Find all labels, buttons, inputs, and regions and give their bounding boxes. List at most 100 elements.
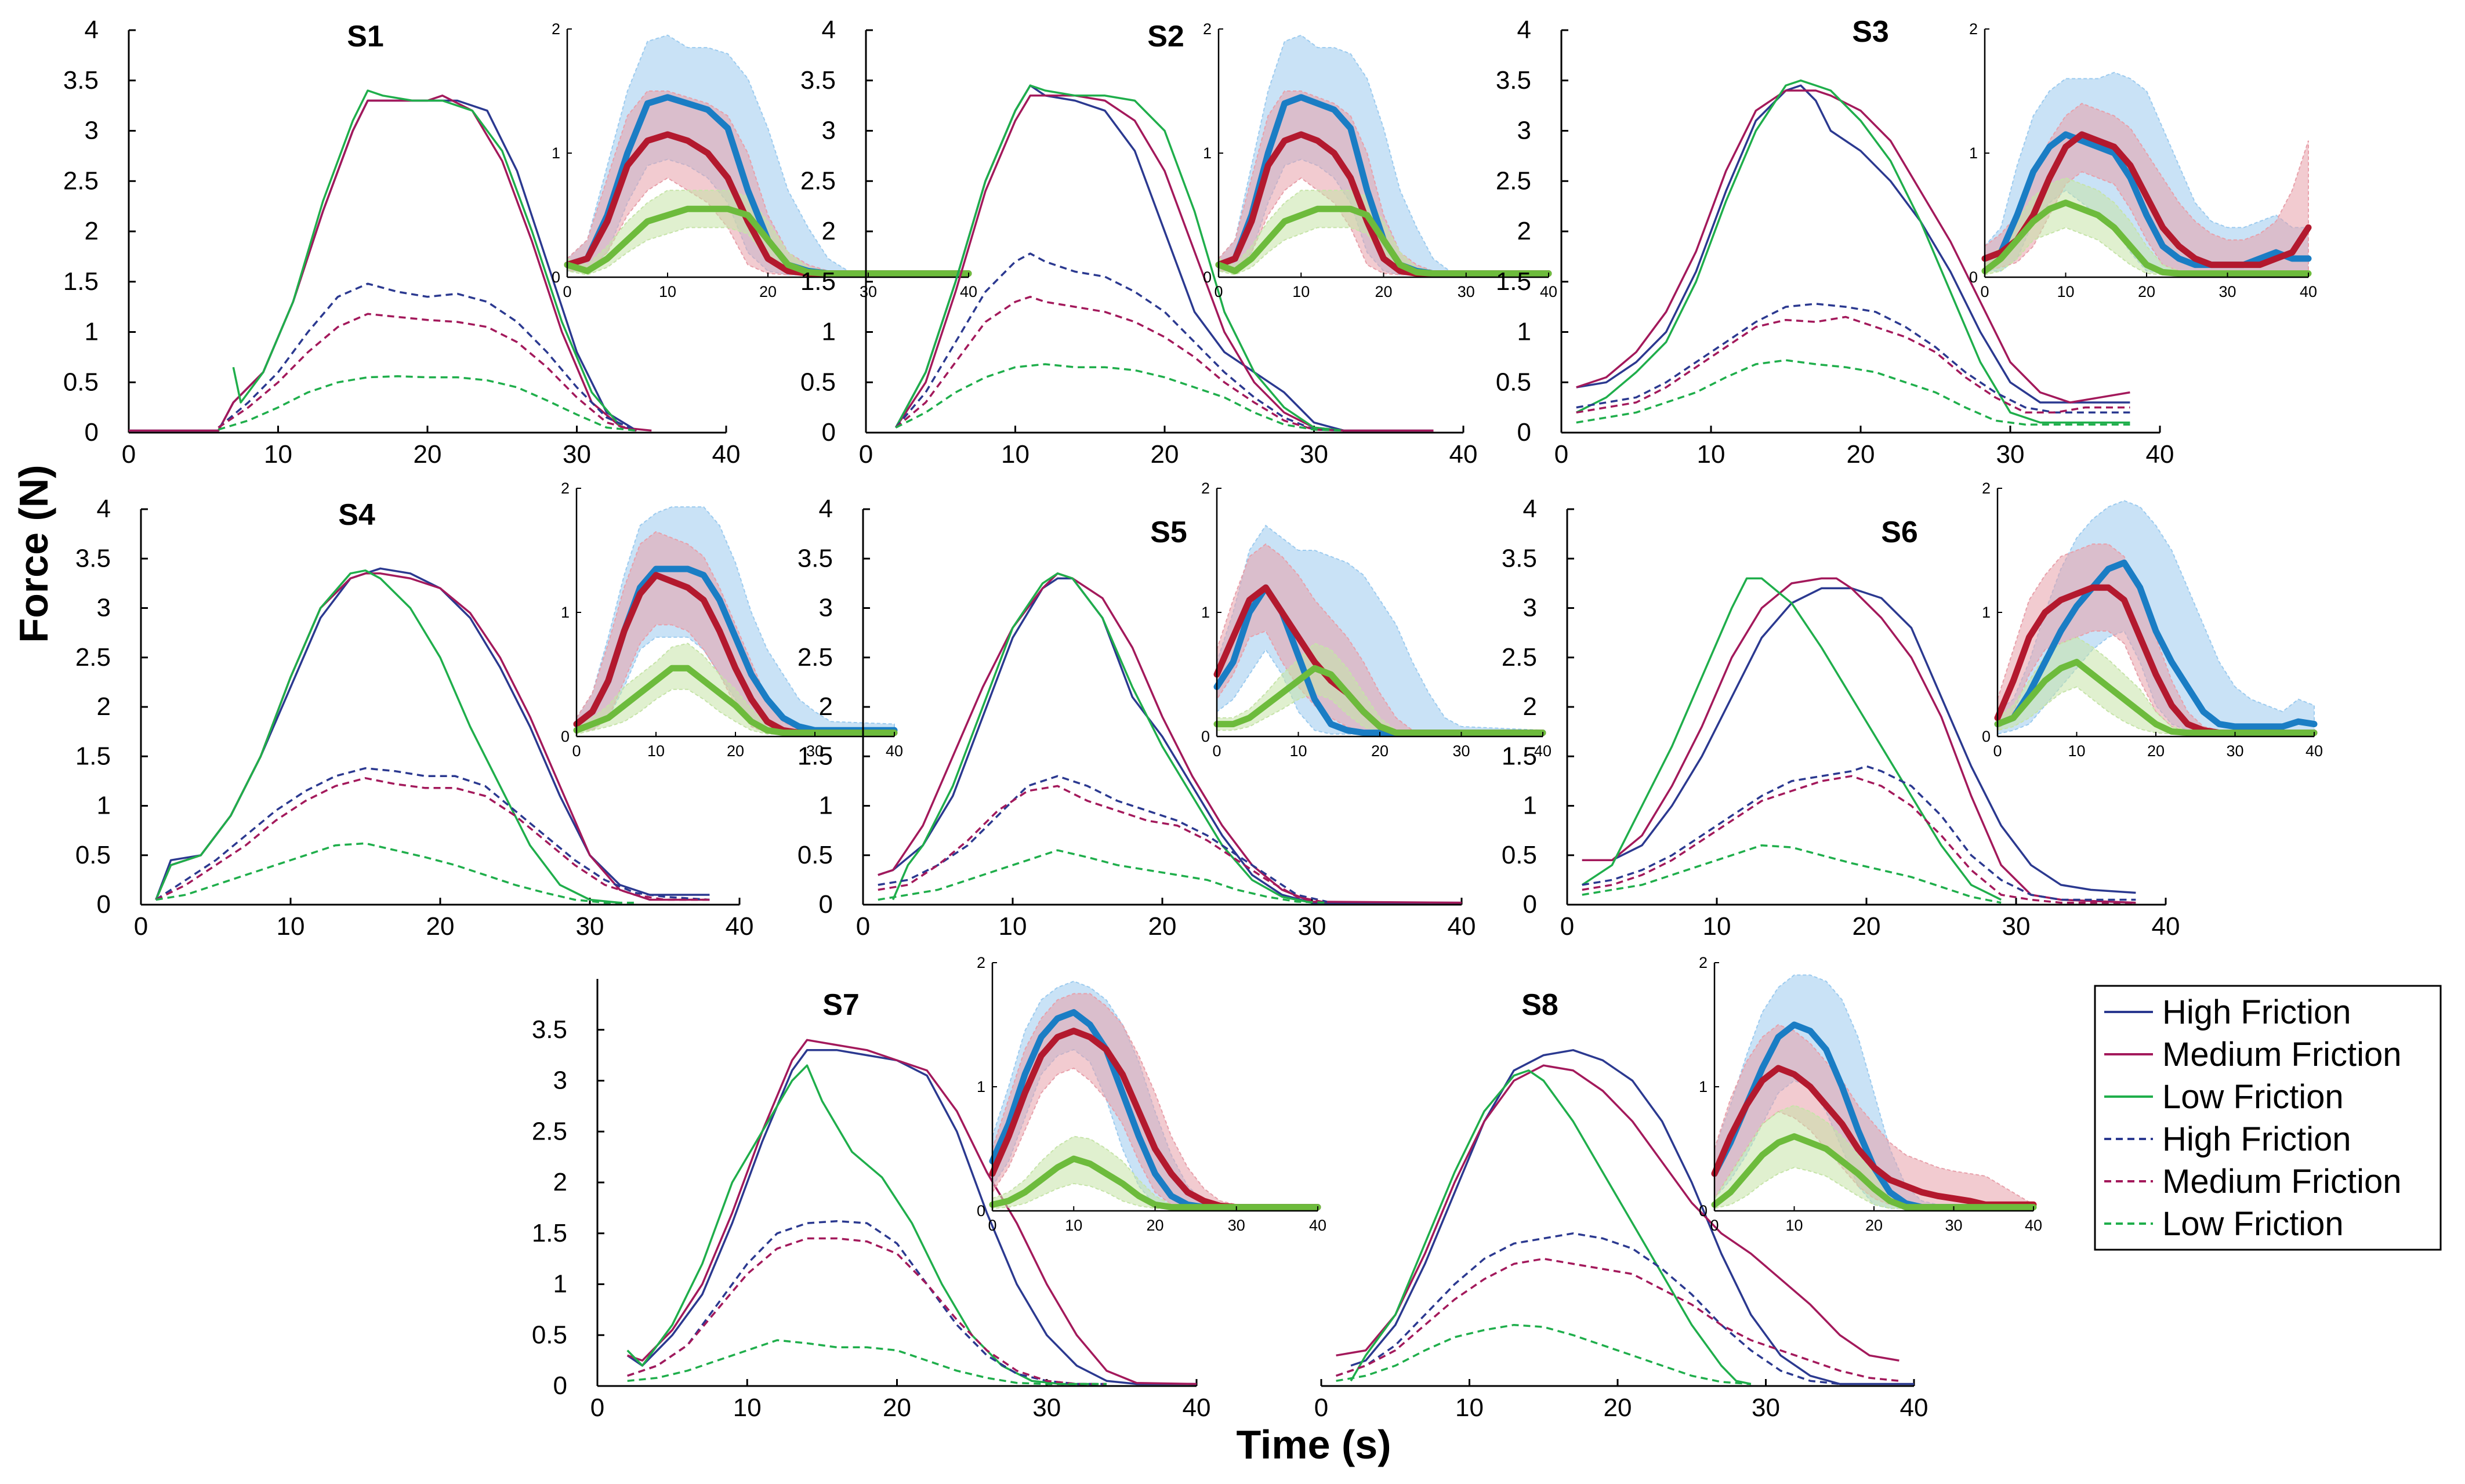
y-tick-label: 2.5 [63,166,99,195]
series-medium-friction-solid [1336,1064,1899,1362]
x-tick-label: 20 [1853,912,1881,941]
y-tick-label: 0.5 [75,841,111,869]
series-high-friction-dashed [1336,1232,1840,1385]
inset-mean-low-friction [1711,1133,2037,1211]
inset-mean-low-friction [1215,205,1552,277]
y-tick-label: 3 [1523,594,1537,622]
inset-s2: 0 10 20 30 40 0 1 2 [1203,20,1557,300]
series-low-friction-solid [894,84,1344,432]
series-high-friction-dashed [1576,303,2130,414]
y-tick-label: 0 [85,418,99,447]
inset-y-tick-label: 1 [1969,144,1978,162]
series-medium-friction-solid [895,95,1434,432]
inset-s5: 0 10 20 30 40 0 1 2 [1201,480,1552,760]
x-tick-label: 20 [1151,440,1179,469]
x-tick-label: 20 [1604,1394,1632,1422]
inset-x-tick-label: 20 [727,742,744,760]
inset-x-tick-label: 20 [2138,283,2155,300]
x-tick-label: 0 [859,440,873,469]
y-tick-label: 2 [85,217,99,245]
inset-x-tick-label: 10 [2057,283,2074,300]
y-tick-label: 1.5 [1502,742,1537,770]
inset-y-tick-label: 0 [552,269,560,286]
panel-title: S3 [1852,15,1889,49]
x-tick-label: 30 [576,912,604,941]
inset-x-tick-label: 40 [2025,1217,2042,1234]
inset-x-tick-label: 20 [1375,283,1392,300]
legend-box [2094,985,2442,1251]
x-tick-label: 40 [1448,912,1476,941]
y-tick-label: 0 [819,890,833,919]
y-tick-label: 3 [819,594,833,622]
series-high-friction-dashed [895,252,1344,432]
y-tick-label: 0.5 [1496,368,1531,396]
inset-x-tick-label: 0 [1980,283,1989,300]
inset-mean-low-friction [1981,199,2312,277]
series-medium-friction-solid [1582,577,2136,904]
inset-y-tick-label: 1 [552,144,560,162]
x-tick-label: 10 [1697,440,1725,469]
inset-x-tick-label: 10 [659,283,676,300]
y-tick-label: 3.5 [798,544,833,572]
y-tick-label: 3.5 [75,544,111,572]
legend: High Friction Medium Friction Low Friction… [2094,985,2442,1251]
x-tick-label: 0 [1314,1394,1328,1422]
panel-title: S5 [1150,516,1187,549]
x-tick-label: 10 [999,912,1027,941]
inset-x-tick-label: 20 [1865,1217,1883,1234]
legend-label: Medium Friction [2162,1036,2402,1073]
panel-title: S7 [822,988,860,1022]
legend-label: Medium Friction [2162,1163,2402,1200]
inset-x-tick-label: 0 [988,1217,996,1234]
x-tick-label: 10 [733,1394,762,1422]
inset-x-tick-label: 20 [2147,742,2165,760]
inset-y-tick-label: 0 [977,1202,985,1220]
y-tick-label: 1.5 [75,742,111,770]
panel-title: S1 [347,20,384,53]
inset-x-tick-label: 30 [1458,283,1475,300]
x-tick-label: 40 [1449,440,1478,469]
y-tick-label: 0.5 [63,368,99,396]
y-tick-label: 2 [553,1168,567,1196]
inset-x-tick-label: 40 [2300,283,2317,300]
y-tick-label: 1.5 [532,1219,567,1247]
inset-mean-low-friction [573,665,898,736]
series-low-friction-dashed [895,363,1344,432]
inset-y-tick-label: 2 [1201,480,1210,497]
inset-y-tick-label: 1 [977,1078,985,1095]
inset-y-tick-label: 2 [1982,480,1991,497]
series-low-friction-dashed [627,1339,1107,1385]
series-high-friction-solid [1350,1049,1914,1385]
x-tick-label: 40 [2152,912,2180,941]
inset-x-tick-label: 20 [1146,1217,1163,1234]
inset-x-tick-label: 10 [2068,742,2085,760]
inset-y-tick-label: 0 [1969,269,1978,286]
inset-y-tick-label: 2 [1969,20,1978,38]
y-tick-label: 3 [85,117,99,145]
inset-mean-low-friction [1213,665,1546,736]
series-low-friction-solid [891,572,1313,904]
y-axis-label: Force (N) [11,465,56,643]
x-tick-label: 10 [1001,440,1030,469]
inset-x-tick-label: 10 [1289,742,1307,760]
inset-s3: 0 10 20 30 40 0 1 2 [1969,20,2317,300]
series-medium-friction-dashed [895,296,1344,432]
inset-x-tick-label: 0 [1214,283,1223,300]
x-tick-label: 10 [277,912,305,941]
legend-label: Low Friction [2162,1205,2344,1243]
x-tick-label: 20 [883,1394,911,1422]
inset-y-tick-label: 0 [1201,728,1210,745]
inset-x-tick-label: 20 [1371,742,1389,760]
y-tick-label: 1 [1517,318,1531,346]
series-high-friction-dashed [217,282,637,432]
series-low-friction-solid [1350,1069,1752,1385]
y-tick-label: 0.5 [800,368,836,396]
x-tick-label: 30 [1300,440,1328,469]
x-tick-label: 10 [1455,1394,1484,1422]
inset-x-tick-label: 10 [647,742,665,760]
inset-band-low-friction [1216,643,1543,735]
y-tick-label: 4 [1517,16,1531,44]
